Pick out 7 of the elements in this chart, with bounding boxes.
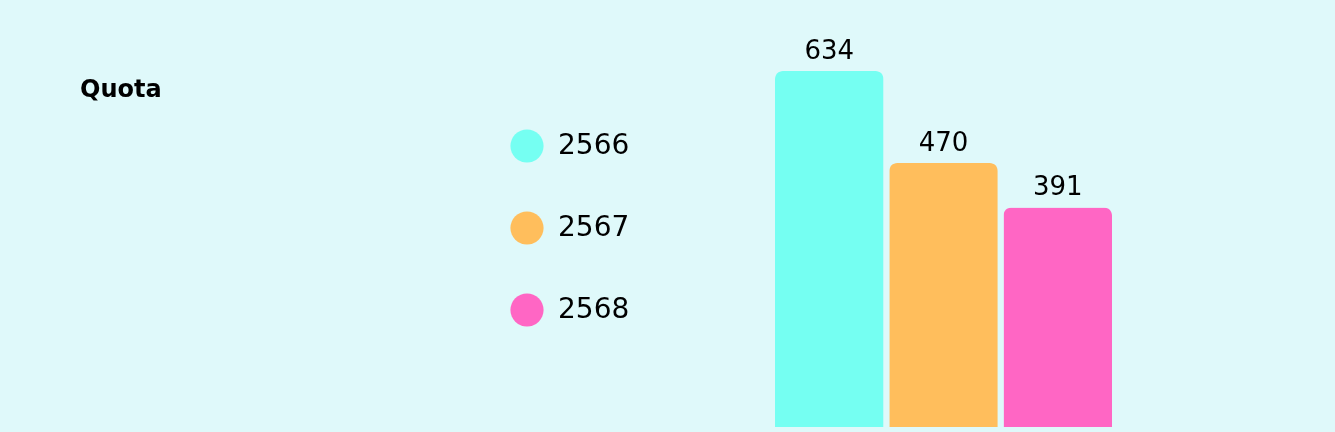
legend-label: 2567 [558,210,630,243]
text: Quota [80,75,162,103]
data-label: 634 [804,35,855,65]
legend-label: 2568 [558,292,630,325]
data-label: 470 [918,127,969,158]
data-label: 391 [1032,171,1083,202]
legend-label: 2566 [558,128,630,161]
